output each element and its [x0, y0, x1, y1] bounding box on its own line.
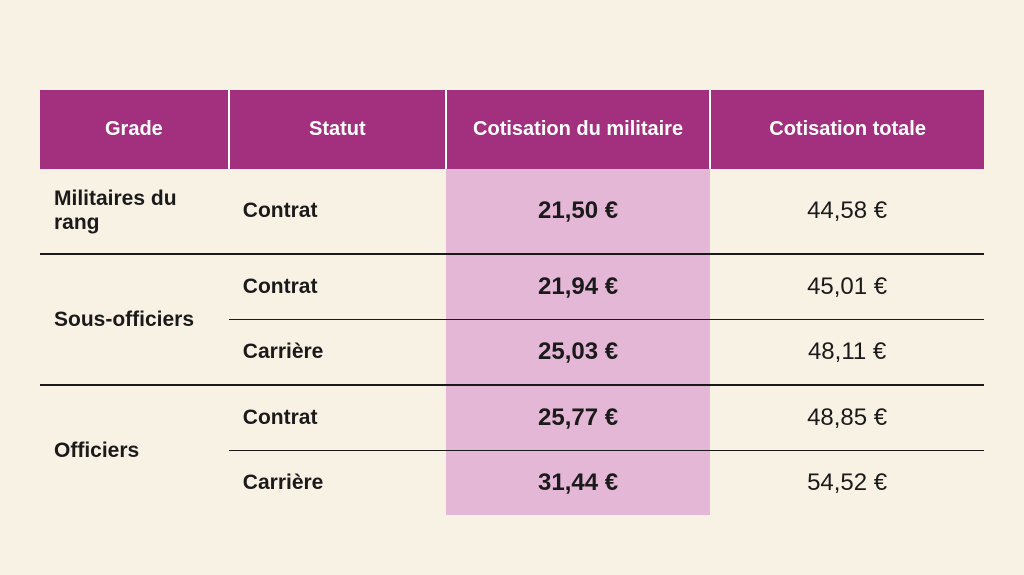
cell-grade: Militaires du rang	[40, 169, 229, 254]
table-row: Sous-officiers Contrat 21,94 € 45,01 €	[40, 255, 984, 320]
cell-totale: 45,01 €	[710, 255, 984, 320]
col-header-statut: Statut	[229, 90, 446, 169]
cell-totale: 54,52 €	[710, 451, 984, 515]
cell-grade: Officiers	[40, 386, 229, 515]
cell-statut: Contrat	[229, 169, 446, 254]
cell-totale: 48,85 €	[710, 386, 984, 451]
cell-totale: 48,11 €	[710, 320, 984, 385]
table-header-row: Grade Statut Cotisation du militaire Cot…	[40, 90, 984, 169]
table-row: Officiers Contrat 25,77 € 48,85 €	[40, 386, 984, 451]
cotisation-table: Grade Statut Cotisation du militaire Cot…	[40, 90, 984, 515]
cell-militaire: 21,50 €	[446, 169, 710, 254]
cell-militaire: 25,77 €	[446, 386, 710, 451]
cell-statut: Carrière	[229, 320, 446, 385]
col-header-grade: Grade	[40, 90, 229, 169]
cell-statut: Contrat	[229, 386, 446, 451]
cell-grade: Sous-officiers	[40, 255, 229, 385]
col-header-militaire: Cotisation du militaire	[446, 90, 710, 169]
cell-militaire: 31,44 €	[446, 451, 710, 515]
table-container: Grade Statut Cotisation du militaire Cot…	[0, 0, 1024, 515]
cell-totale: 44,58 €	[710, 169, 984, 254]
cell-statut: Contrat	[229, 255, 446, 320]
cell-militaire: 25,03 €	[446, 320, 710, 385]
col-header-totale: Cotisation totale	[710, 90, 984, 169]
table-row: Militaires du rang Contrat 21,50 € 44,58…	[40, 169, 984, 254]
cell-militaire: 21,94 €	[446, 255, 710, 320]
cell-statut: Carrière	[229, 451, 446, 515]
